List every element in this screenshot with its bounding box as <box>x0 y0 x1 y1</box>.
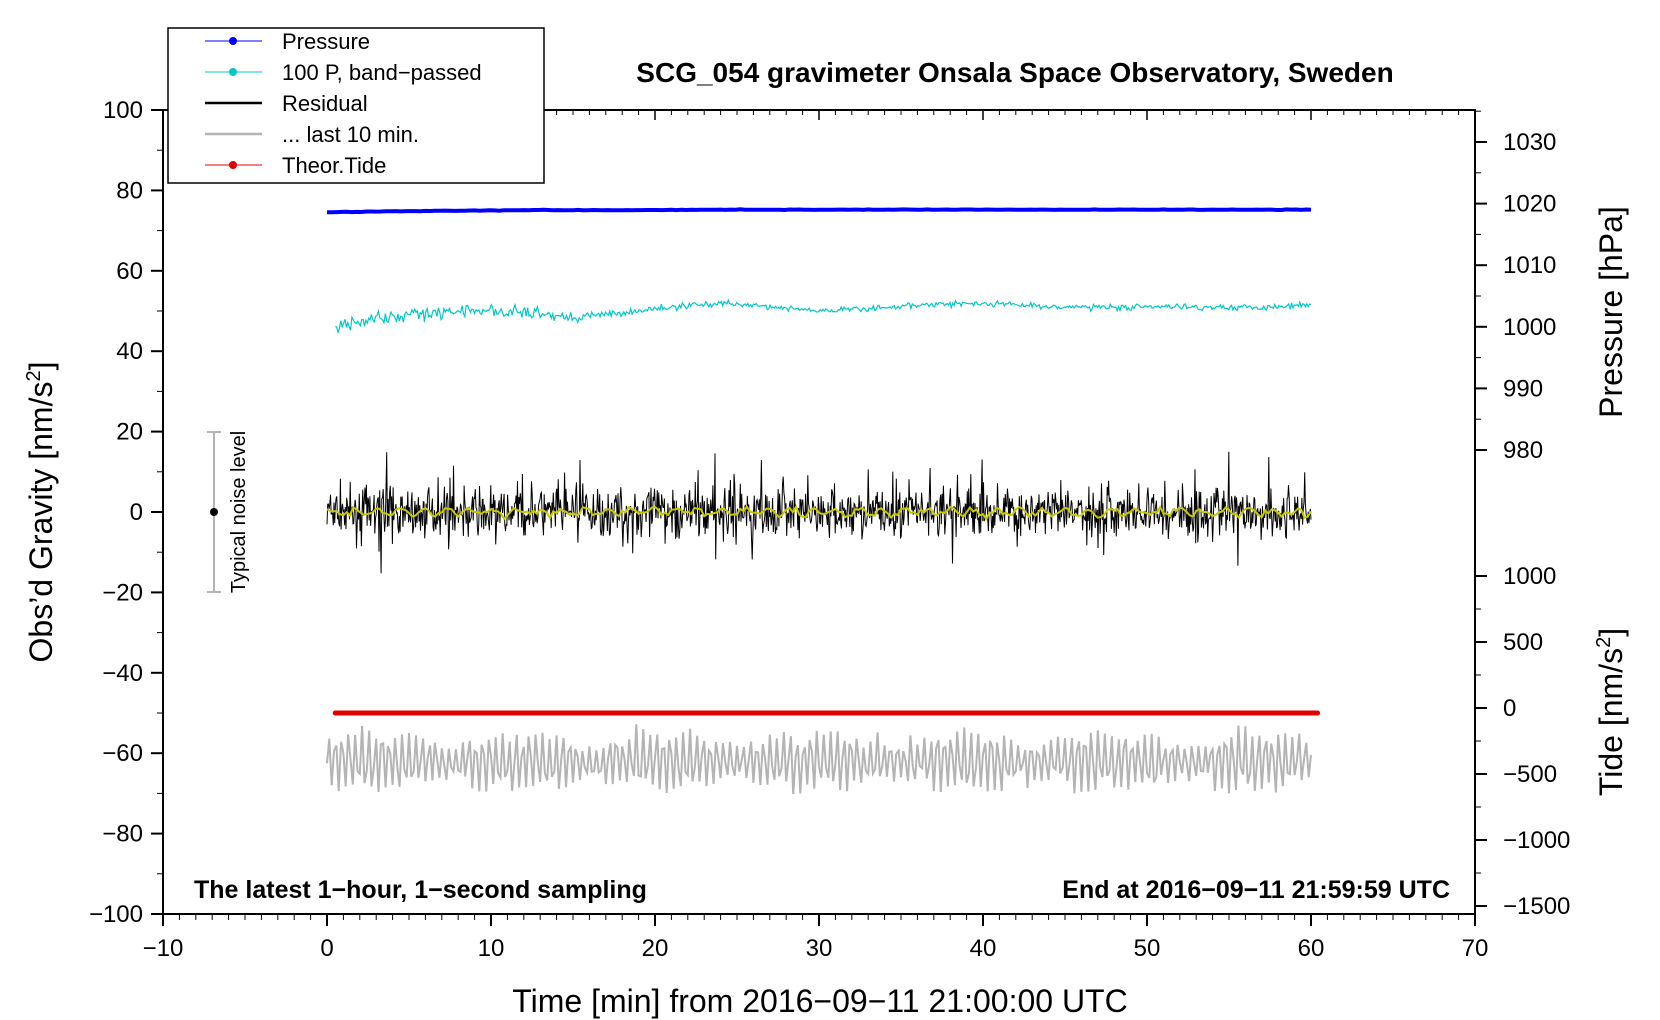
noise-level-indicator: Typical noise level <box>207 431 250 593</box>
legend-label: Theor.Tide <box>282 153 386 178</box>
note-sampling: The latest 1−hour, 1−second sampling <box>194 876 647 904</box>
x-tick-label: 70 <box>1462 935 1489 962</box>
legend-label: Residual <box>282 91 368 116</box>
y-tick-label: −100 <box>89 901 143 928</box>
x-tick-label: 40 <box>970 935 997 962</box>
y-axis-label-tide-sup: 2 <box>1593 637 1615 648</box>
y-tick-label: −40 <box>102 660 143 687</box>
series-last-10-min <box>326 724 1312 795</box>
x-tick-label: 50 <box>1134 935 1161 962</box>
y-tick-label: −20 <box>102 579 143 606</box>
pressure-tick-label: 1000 <box>1503 314 1556 341</box>
noise-dot <box>210 508 218 516</box>
pressure-tick-label: 1020 <box>1503 191 1556 218</box>
legend-label: 100 P, band−passed <box>282 60 482 85</box>
y-axis-label-left-sup: 2 <box>23 370 45 381</box>
y-tick-label: 40 <box>116 338 143 365</box>
tide-tick-label: 0 <box>1503 695 1516 722</box>
legend-label: Pressure <box>282 29 370 54</box>
x-tick-label: −10 <box>143 935 184 962</box>
x-tick-label: 0 <box>320 935 333 962</box>
legend-marker <box>229 161 237 169</box>
tide-tick-label: 500 <box>1503 629 1543 656</box>
y-tick-label: −80 <box>102 821 143 848</box>
tide-tick-label: −500 <box>1503 761 1557 788</box>
y-axis-label-left: Obs’d Gravity [nm/s2] <box>23 362 59 663</box>
pressure-tick-label: 990 <box>1503 375 1543 402</box>
y-tick-label: −60 <box>102 740 143 767</box>
series-group <box>326 207 1321 795</box>
y-tick-label: 20 <box>116 419 143 446</box>
legend: Pressure 100 P, band−passed Residual ... la… <box>167 27 545 184</box>
tide-tick-label: −1500 <box>1503 893 1570 920</box>
legend-box <box>167 27 545 184</box>
legend-label: ... last 10 min. <box>282 122 419 147</box>
tide-tick-label: −1000 <box>1503 827 1570 854</box>
x-tick-label: 30 <box>806 935 833 962</box>
series-residual <box>326 451 1312 574</box>
series-residual-smoothed <box>326 504 1312 522</box>
chart-title: SCG_054 gravimeter Onsala Space Observat… <box>636 57 1393 88</box>
noise-label: Typical noise level <box>228 431 250 593</box>
note-end-time: End at 2016−09−11 21:59:59 UTC <box>1062 876 1450 904</box>
y-tick-label: 0 <box>130 499 143 526</box>
x-axis-label: Time [min] from 2016−09−11 21:00:00 UTC <box>512 983 1127 1019</box>
legend-marker <box>229 37 237 45</box>
pressure-tick-label: 1030 <box>1503 129 1556 156</box>
series-pressure-bandpassed <box>335 298 1312 335</box>
tide-tick-label: 1000 <box>1503 563 1556 590</box>
pressure-tick-label: 1010 <box>1503 252 1556 279</box>
legend-marker <box>229 68 237 76</box>
y-axis-label-tide: Tide [nm/s2] <box>1593 628 1629 796</box>
y-axis-label-pressure: Pressure [hPa] <box>1593 206 1629 418</box>
x-tick-label: 10 <box>478 935 505 962</box>
series-pressure <box>326 207 1312 215</box>
pressure-tick-label: 980 <box>1503 437 1543 464</box>
y-tick-label: 100 <box>103 97 143 124</box>
y-tick-label: 60 <box>116 258 143 285</box>
y-tick-label: 80 <box>116 177 143 204</box>
axis-ticks: −10 0 10 20 30 40 50 60 70−100−80−60−40−20020406… <box>89 97 1570 962</box>
x-tick-label: 20 <box>642 935 669 962</box>
x-tick-label: 60 <box>1298 935 1325 962</box>
